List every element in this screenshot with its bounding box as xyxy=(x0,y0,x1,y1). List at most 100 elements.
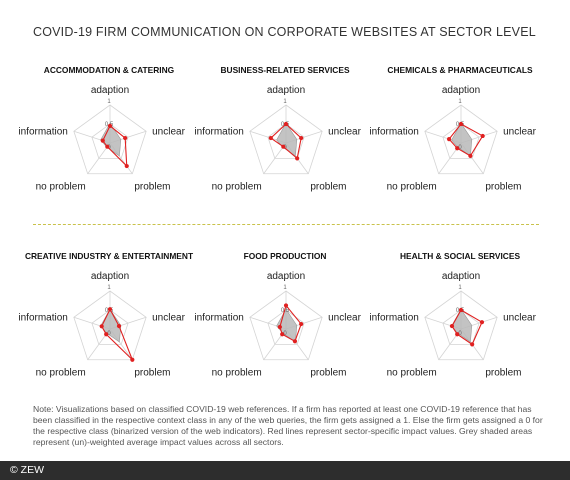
grid-ring xyxy=(424,104,498,175)
section-divider xyxy=(33,224,539,225)
sector-point xyxy=(295,156,300,161)
tick-label: 1 xyxy=(458,285,462,291)
axis-label: no problem xyxy=(387,182,437,193)
axis-label: no problem xyxy=(36,182,86,193)
sector-point xyxy=(116,323,122,329)
axis-label: problem xyxy=(310,182,346,193)
sector-point xyxy=(283,121,289,127)
tick-label: 0 xyxy=(107,331,111,337)
sector-point xyxy=(458,121,464,127)
tick-label: 1 xyxy=(283,99,287,105)
sector-point xyxy=(479,320,485,325)
copyright-text: © ZEW xyxy=(10,464,44,476)
sector-point xyxy=(299,135,304,141)
axis-label: adaption xyxy=(91,271,129,282)
sector-line xyxy=(279,304,302,343)
axis-label: information xyxy=(369,312,418,323)
axis-label: problem xyxy=(485,368,521,379)
sector-point xyxy=(105,144,110,149)
axis-label: unclear xyxy=(152,126,185,137)
sector-point xyxy=(268,135,273,141)
sector-point xyxy=(107,123,113,128)
grid-ring xyxy=(442,123,480,159)
panel-title: FOOD PRODUCTION xyxy=(243,251,327,261)
sector-point xyxy=(280,332,285,337)
axis-label: information xyxy=(194,126,243,137)
axis-label: no problem xyxy=(212,182,262,193)
sector-line xyxy=(102,125,128,168)
sector-point xyxy=(458,307,464,313)
axis-label: unclear xyxy=(328,126,361,137)
radar-panel-food: FOOD PRODUCTION 0 0.5 1 adaption unclear prob… xyxy=(190,251,380,426)
radar-panel-health: HEALTH & SOCIAL SERVICES 00.51adaptionun… xyxy=(365,251,555,426)
sector-line xyxy=(448,123,484,157)
axis-label: problem xyxy=(310,368,346,379)
sector-point xyxy=(104,332,109,337)
axis-label: information xyxy=(194,312,243,323)
footer-bar: © ZEW xyxy=(0,461,570,480)
page-title: COVID-19 FIRM COMMUNICATION ON CORPORATE… xyxy=(33,25,536,39)
axis-label: adaption xyxy=(442,271,480,282)
axis-label: information xyxy=(18,126,67,137)
sector-point xyxy=(124,163,129,169)
sector-point xyxy=(99,324,104,329)
axis-label: problem xyxy=(134,368,170,379)
tick-label: 0 xyxy=(458,145,462,151)
axis-label: no problem xyxy=(36,368,86,379)
sector-point xyxy=(449,323,455,329)
panel-title: CHEMICALS & PHARMACEUTICALS xyxy=(387,65,533,75)
grid-ring xyxy=(424,290,498,361)
grid-ring xyxy=(267,309,305,345)
grid-ring xyxy=(267,123,305,159)
grid-ring xyxy=(249,290,323,361)
sector-line xyxy=(101,308,133,361)
sector-line xyxy=(269,123,302,160)
tick-label: 0 xyxy=(283,331,287,337)
tick-label: 1 xyxy=(458,99,462,105)
panel-title: BUSINESS-RELATED SERVICES xyxy=(220,65,350,75)
radar-panel-creative: CREATIVE INDUSTRY & ENTERTAINMENT 00.51a… xyxy=(14,251,204,426)
radar-panel-accommodation: ACCOMMODATION & CATERING 00.51adaptionun… xyxy=(14,65,204,240)
sector-point xyxy=(470,342,475,347)
grid-ring xyxy=(91,123,129,159)
axis-label: adaption xyxy=(267,85,305,96)
tick-label: 0 xyxy=(458,331,462,337)
axis-label: adaption xyxy=(267,271,305,282)
sector-line xyxy=(451,309,483,346)
sector-point xyxy=(100,138,105,143)
axis-label: information xyxy=(369,126,418,137)
tick-label: 1 xyxy=(283,285,287,291)
sector-point xyxy=(277,324,282,330)
axis-label: adaption xyxy=(442,85,480,96)
grid-ring xyxy=(91,309,129,345)
sector-point xyxy=(480,133,485,139)
radar-panel-chemicals: CHEMICALS & PHARMACEUTICALS 00.51adaptio… xyxy=(365,65,555,240)
sector-point xyxy=(468,153,473,159)
grid-ring xyxy=(73,290,147,361)
axis-label: no problem xyxy=(387,368,437,379)
sector-point xyxy=(455,332,460,337)
axis-label: unclear xyxy=(503,126,536,137)
tick-label: 1 xyxy=(107,285,111,291)
axis-label: unclear xyxy=(503,312,536,323)
average-area xyxy=(451,122,473,157)
sector-point xyxy=(130,357,135,362)
grid-ring xyxy=(442,309,480,345)
grid-ring xyxy=(73,104,147,175)
axis-label: problem xyxy=(134,182,170,193)
panel-title: CREATIVE INDUSTRY & ENTERTAINMENT xyxy=(24,251,194,261)
axis-label: adaption xyxy=(91,85,129,96)
axis-label: unclear xyxy=(328,312,361,323)
tick-label: 0.5 xyxy=(281,308,290,314)
grid-ring xyxy=(249,104,323,175)
axis-label: unclear xyxy=(152,312,185,323)
panel-title: ACCOMMODATION & CATERING xyxy=(43,65,175,75)
panel-title: HEALTH & SOCIAL SERVICES xyxy=(399,251,521,261)
average-area xyxy=(100,122,122,157)
